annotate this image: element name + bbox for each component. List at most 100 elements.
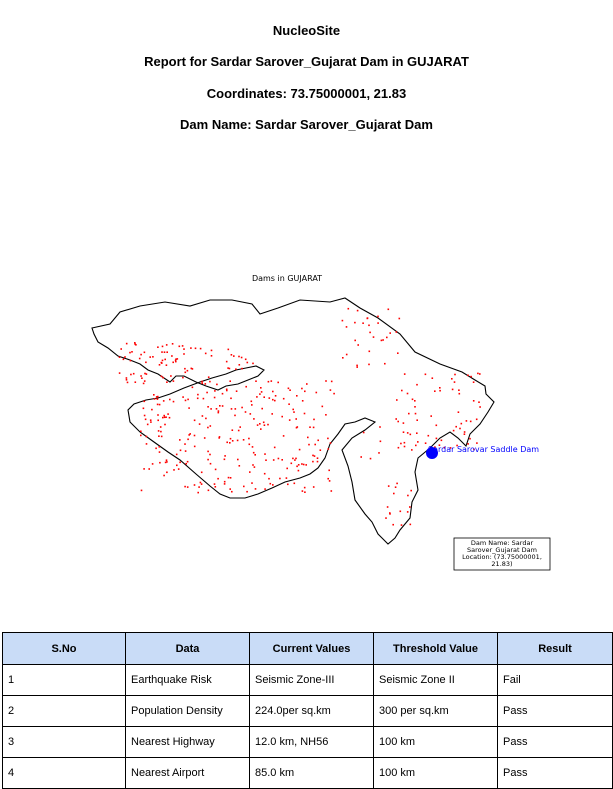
- dam-point: [166, 461, 168, 463]
- dam-point: [189, 433, 191, 435]
- dam-point: [269, 482, 272, 485]
- dam-point: [356, 309, 359, 312]
- dam-point: [379, 440, 382, 443]
- dam-point: [267, 380, 270, 383]
- dam-point: [236, 439, 239, 442]
- dam-point: [143, 380, 146, 382]
- dam-point: [187, 398, 189, 401]
- header-result: Result: [497, 632, 613, 665]
- dam-point: [161, 351, 163, 353]
- dam-point: [223, 483, 226, 485]
- dam-point: [160, 435, 163, 438]
- dam-point: [379, 426, 381, 428]
- dam-point: [143, 468, 145, 470]
- dam-point: [302, 463, 305, 466]
- cell-threshold: 300 per sq.km: [373, 695, 498, 727]
- dam-point: [406, 432, 409, 434]
- dam-point: [457, 411, 460, 413]
- dam-point: [163, 351, 166, 353]
- dam-point: [120, 348, 122, 350]
- dam-point: [207, 406, 209, 408]
- dam-point: [286, 467, 288, 470]
- dam-point: [144, 372, 146, 375]
- dam-point: [134, 343, 136, 346]
- dam-point: [463, 431, 466, 433]
- dam-point: [296, 465, 298, 468]
- dam-point: [170, 375, 172, 377]
- dam-point: [164, 358, 166, 361]
- cell-data: Earthquake Risk: [125, 664, 250, 696]
- dam-point: [184, 485, 186, 488]
- dam-point: [175, 358, 177, 360]
- dam-point: [330, 490, 333, 492]
- dam-point: [394, 486, 397, 488]
- dam-point: [196, 397, 199, 400]
- dam-point: [277, 381, 279, 384]
- dam-point: [171, 343, 174, 345]
- dam-point: [162, 400, 165, 402]
- dam-point: [219, 405, 221, 407]
- dam-point: [377, 315, 379, 318]
- dam-point: [202, 397, 205, 400]
- dam-point: [312, 486, 315, 488]
- table-header-row: S.No Data Current Values Threshold Value…: [2, 632, 613, 665]
- dam-point: [400, 442, 402, 445]
- dam-point: [369, 331, 371, 334]
- dam-point: [297, 464, 300, 466]
- dam-point: [294, 459, 296, 461]
- dam-point: [156, 403, 159, 406]
- dam-point: [183, 353, 185, 355]
- dam-point: [260, 387, 262, 389]
- dam-point: [402, 431, 405, 433]
- dam-point: [143, 351, 146, 354]
- dam-point: [398, 317, 401, 320]
- dam-point: [187, 438, 189, 441]
- dam-point: [252, 451, 255, 454]
- dam-point: [296, 395, 298, 397]
- dam-point: [129, 359, 132, 362]
- dam-point: [245, 385, 247, 388]
- dam-point: [313, 418, 315, 421]
- dam-point: [301, 463, 303, 465]
- dam-point: [188, 434, 190, 436]
- dam-point: [329, 389, 332, 391]
- dam-point: [132, 372, 135, 375]
- dam-point: [171, 355, 173, 357]
- dam-point: [184, 399, 187, 402]
- dam-point: [372, 336, 375, 338]
- dam-point: [199, 347, 202, 350]
- dam-point: [281, 459, 283, 461]
- dam-point: [142, 407, 145, 410]
- dam-point: [225, 388, 228, 391]
- dam-point: [172, 400, 175, 403]
- dam-point: [184, 371, 187, 374]
- dam-point: [209, 462, 212, 465]
- dam-point: [477, 372, 479, 375]
- dam-point: [451, 388, 454, 391]
- dam-point: [179, 439, 181, 441]
- dam-point: [389, 513, 391, 515]
- dam-point: [458, 389, 460, 391]
- dam-point: [392, 523, 394, 526]
- dam-point: [140, 489, 143, 492]
- header-current-values: Current Values: [249, 632, 374, 665]
- dam-point: [251, 482, 253, 484]
- dam-point: [295, 418, 297, 420]
- dam-point: [453, 381, 456, 383]
- dam-point: [254, 488, 257, 490]
- dam-point: [467, 374, 469, 377]
- dam-point: [191, 368, 194, 370]
- dam-point: [157, 419, 159, 422]
- dam-point: [312, 454, 314, 457]
- dam-point: [178, 345, 181, 348]
- dam-point: [416, 432, 418, 434]
- dam-point: [272, 390, 274, 393]
- selected-dam-marker: [426, 447, 438, 459]
- dam-point: [289, 389, 291, 391]
- dam-point: [465, 420, 468, 422]
- dam-point: [316, 460, 319, 463]
- dam-point: [213, 483, 216, 485]
- dam-point: [206, 391, 208, 394]
- dam-point: [393, 492, 395, 495]
- dam-point: [172, 380, 175, 382]
